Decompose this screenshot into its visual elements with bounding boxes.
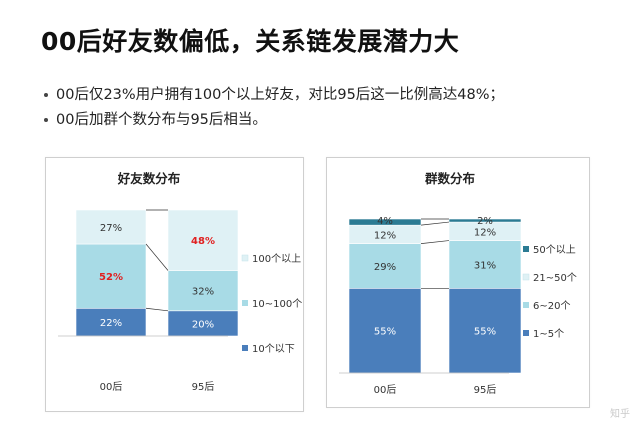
data-label: 20%	[192, 319, 214, 330]
bar-segment	[348, 243, 422, 289]
bar-segment	[448, 240, 522, 289]
legend-label: 1~5个	[533, 328, 564, 340]
category-label: 00后	[374, 384, 397, 396]
data-label: 29%	[374, 262, 396, 273]
bullet-groups: 00后加群个数分布与95后相当。	[44, 109, 504, 131]
data-label: 32%	[192, 287, 214, 298]
data-label: 2%	[477, 216, 493, 227]
bar-segment	[167, 270, 239, 312]
category-label: 00后	[100, 381, 123, 393]
groups-chart: 群数分布55%29%12%4%00后55%31%12%2%95后50个以上21~…	[339, 171, 577, 396]
legend-swatch	[242, 300, 248, 306]
legend-label: 50个以上	[533, 244, 576, 256]
bar-segment	[75, 209, 147, 245]
series-connector-line	[420, 221, 450, 226]
bar-segment	[448, 288, 522, 374]
bullet-list: 00后仅23%用户拥有100个以上好友，对比95后这一比例高达48%； 00后加…	[44, 84, 504, 134]
legend-swatch	[242, 345, 248, 351]
data-label: 55%	[474, 327, 496, 338]
slide-title: 00后好友数偏低，关系链发展潜力大	[41, 27, 460, 56]
watermark: 知乎	[610, 409, 630, 420]
friends-chart: 好友数分布 22% 52% 27% 00后 20% 32% 48% 95后 100个以上 10~10…	[58, 171, 302, 393]
legend-swatch	[523, 330, 529, 336]
bullet-friends: 00后仅23%用户拥有100个以上好友，对比95后这一比例高达48%；	[44, 84, 504, 106]
data-label: 31%	[474, 260, 496, 271]
bar-segment	[75, 243, 147, 309]
friends-chart-panel: 好友数分布 22% 52% 27% 00后 20% 32% 48% 95后 100个以上 10~10…	[45, 157, 304, 412]
bar-segment	[448, 218, 522, 223]
legend-swatch	[241, 254, 249, 262]
groups-chart-panel: 群数分布 55% 29% 12% 4% 00后 55% 31% 12% 2% 95后 50个以上 21~…	[326, 157, 590, 408]
bar-segment	[348, 218, 422, 226]
series-connector-line	[420, 240, 450, 244]
chart-title: 群数分布	[424, 171, 476, 186]
legend-label: 10~100个	[252, 298, 302, 310]
bar-segment	[348, 288, 422, 374]
bar-segment	[75, 307, 147, 337]
series-connector-line	[145, 243, 169, 271]
bar-segment	[167, 310, 239, 337]
legend-swatch	[523, 246, 529, 252]
data-label: 52%	[99, 272, 123, 283]
chart-title: 好友数分布	[117, 171, 181, 186]
data-label: 4%	[377, 216, 393, 227]
legend-label: 6~20个	[533, 300, 570, 312]
legend-label: 10个以下	[252, 343, 295, 355]
legend-label: 100个以上	[252, 253, 301, 265]
bar-segment	[167, 209, 239, 271]
series-connector-line	[145, 307, 169, 312]
data-label: 22%	[100, 318, 122, 329]
legend-label: 21~50个	[533, 272, 577, 284]
legend-swatch	[522, 273, 530, 281]
legend-swatch	[523, 302, 529, 308]
data-label: 27%	[100, 223, 122, 234]
data-label: 55%	[374, 327, 396, 338]
data-label: 48%	[191, 236, 215, 247]
data-label: 12%	[374, 230, 396, 241]
data-label: 12%	[474, 227, 496, 238]
category-label: 95后	[192, 381, 215, 393]
category-label: 95后	[474, 384, 497, 396]
